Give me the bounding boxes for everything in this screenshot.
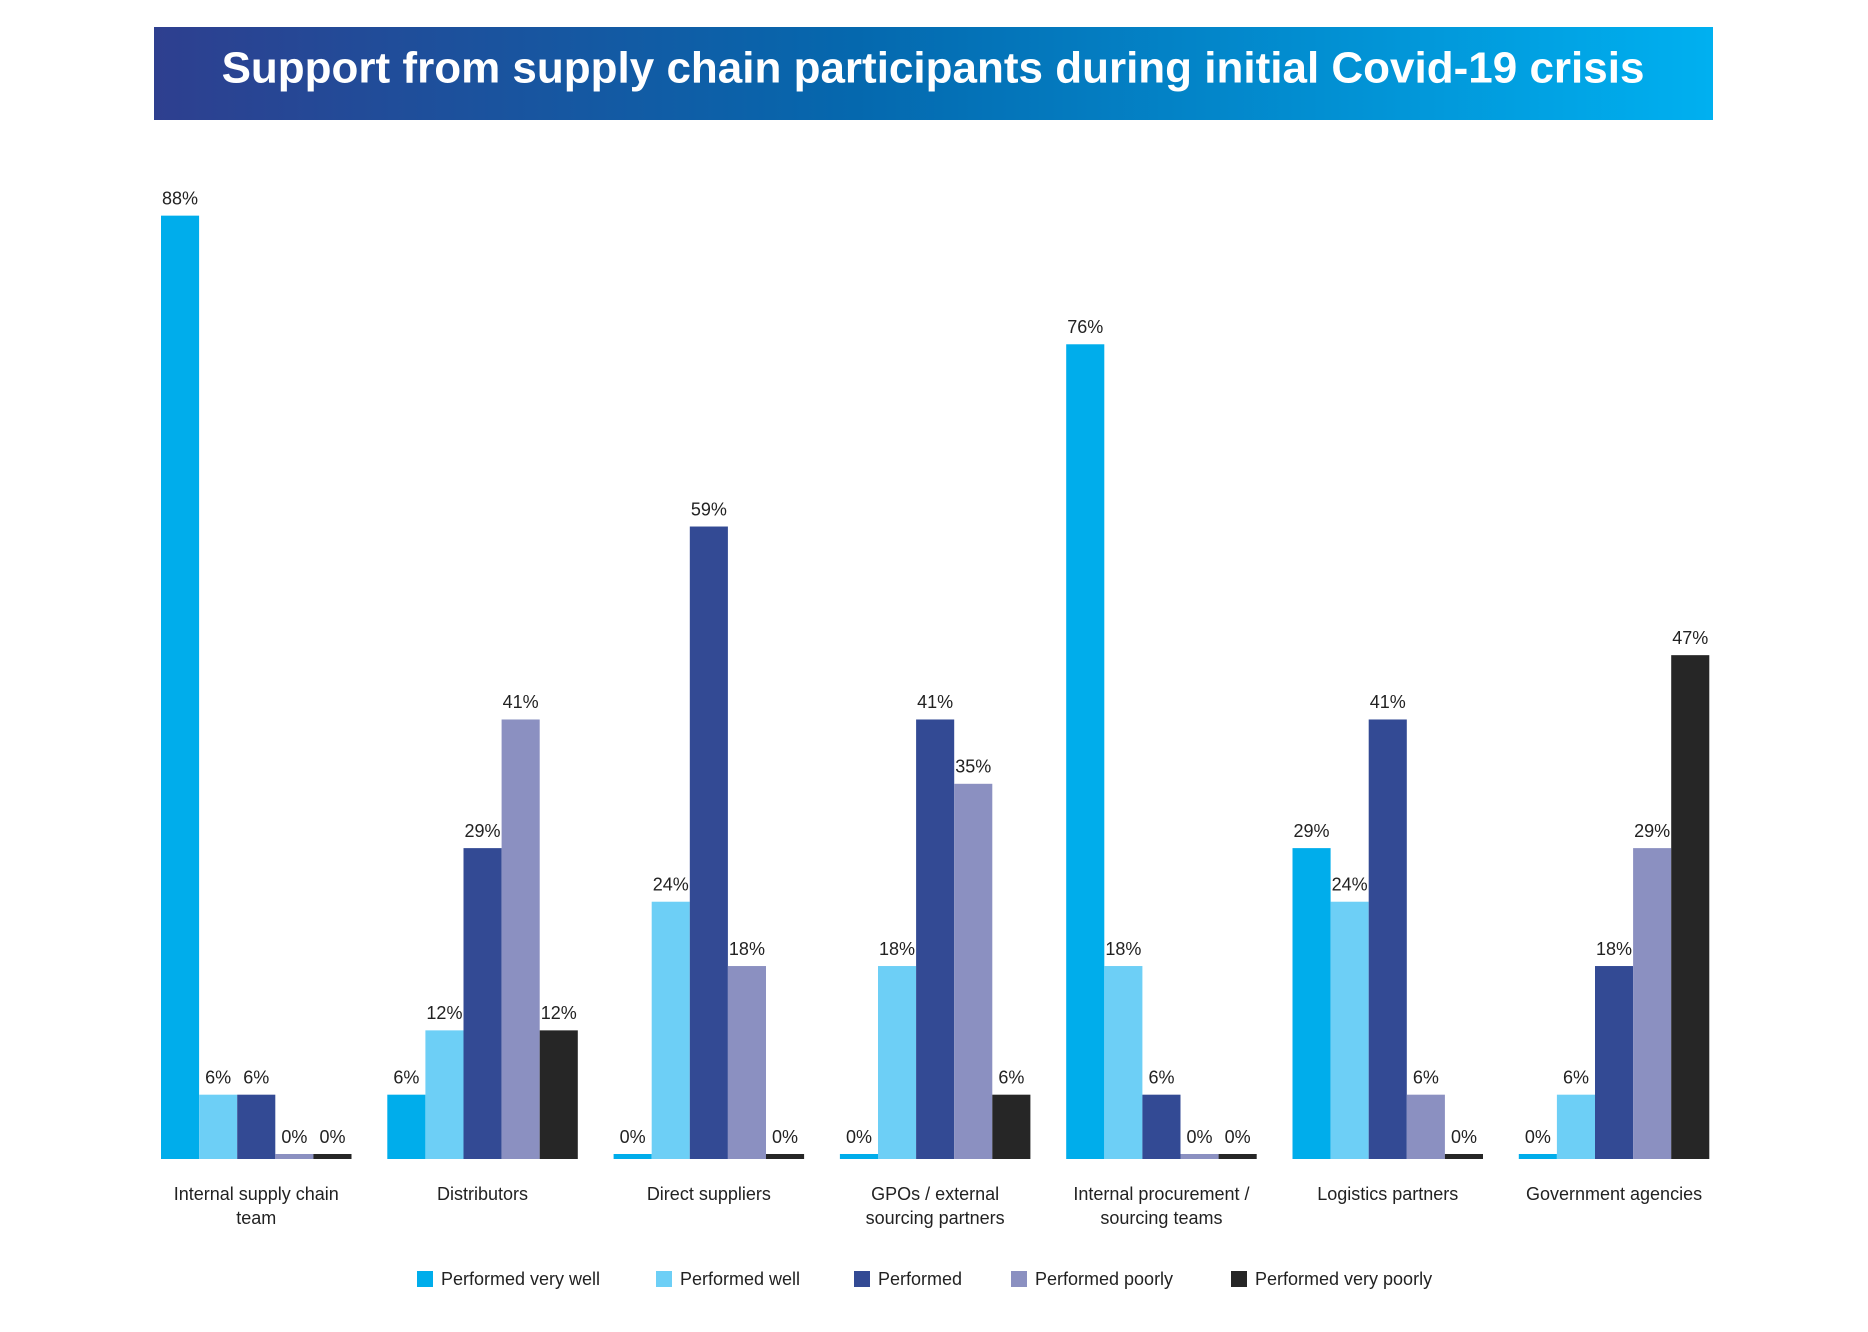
x-tick-label: Internal supply chain team bbox=[174, 1184, 339, 1228]
bar bbox=[1180, 1154, 1219, 1159]
x-tick-label-line: Internal supply chain bbox=[174, 1184, 339, 1204]
value-label: 0% bbox=[319, 1127, 345, 1147]
value-label: 18% bbox=[1596, 939, 1632, 959]
bar bbox=[387, 1094, 426, 1159]
legend-label: Performed very poorly bbox=[1255, 1269, 1432, 1289]
title-banner bbox=[154, 27, 1713, 120]
value-label: 0% bbox=[281, 1127, 307, 1147]
legend-swatch bbox=[656, 1271, 672, 1287]
legend-label: Performed very well bbox=[441, 1269, 600, 1289]
bar bbox=[1218, 1154, 1257, 1159]
legend-swatch bbox=[854, 1271, 870, 1287]
value-label: 0% bbox=[772, 1127, 798, 1147]
value-label: 76% bbox=[1067, 317, 1103, 337]
bar bbox=[689, 526, 728, 1159]
value-label: 24% bbox=[1332, 874, 1368, 894]
x-tick-label: Internal procurement / sourcing teams bbox=[1073, 1184, 1249, 1228]
value-label: 12% bbox=[426, 1003, 462, 1023]
bar bbox=[839, 1154, 878, 1159]
x-tick-label-line: sourcing partners bbox=[866, 1208, 1005, 1228]
value-label: 18% bbox=[729, 939, 765, 959]
x-tick-label: Direct suppliers bbox=[647, 1184, 771, 1204]
x-tick-label-line: team bbox=[236, 1208, 276, 1228]
value-label: 0% bbox=[1187, 1127, 1213, 1147]
value-label: 35% bbox=[955, 757, 991, 777]
bar bbox=[161, 215, 200, 1159]
value-label: 41% bbox=[917, 692, 953, 712]
value-label: 24% bbox=[653, 874, 689, 894]
value-label: 88% bbox=[162, 188, 198, 208]
bar bbox=[1066, 344, 1105, 1159]
value-label: 12% bbox=[541, 1003, 577, 1023]
bar bbox=[1633, 848, 1672, 1159]
legend-label: Performed well bbox=[680, 1269, 800, 1289]
x-tick-label: Logistics partners bbox=[1317, 1184, 1458, 1204]
legend-label: Performed poorly bbox=[1035, 1269, 1173, 1289]
x-tick-label-line: sourcing teams bbox=[1100, 1208, 1222, 1228]
value-label: 18% bbox=[1105, 939, 1141, 959]
bar bbox=[766, 1154, 805, 1159]
value-label: 6% bbox=[243, 1067, 269, 1087]
bar bbox=[1292, 848, 1331, 1159]
bar bbox=[992, 1094, 1031, 1159]
bar bbox=[199, 1094, 238, 1159]
value-label: 0% bbox=[1451, 1127, 1477, 1147]
x-tick-label: Distributors bbox=[437, 1184, 528, 1204]
bar bbox=[878, 966, 917, 1159]
x-tick-label: GPOs / external sourcing partners bbox=[866, 1184, 1005, 1228]
bar bbox=[1518, 1154, 1557, 1159]
value-label: 6% bbox=[1563, 1067, 1589, 1087]
bar bbox=[1444, 1154, 1483, 1159]
bar bbox=[916, 719, 955, 1159]
bar bbox=[1368, 719, 1407, 1159]
bar bbox=[727, 966, 766, 1159]
bar bbox=[425, 1030, 464, 1159]
bar bbox=[539, 1030, 578, 1159]
value-label: 6% bbox=[393, 1067, 419, 1087]
bar bbox=[501, 719, 540, 1159]
value-label: 0% bbox=[620, 1127, 646, 1147]
value-label: 0% bbox=[846, 1127, 872, 1147]
value-label: 47% bbox=[1672, 628, 1708, 648]
legend-label: Performed bbox=[878, 1269, 962, 1289]
value-label: 41% bbox=[503, 692, 539, 712]
bar bbox=[613, 1154, 652, 1159]
value-label: 29% bbox=[1294, 821, 1330, 841]
value-label: 29% bbox=[1634, 821, 1670, 841]
bar bbox=[463, 848, 502, 1159]
value-label: 6% bbox=[1148, 1067, 1174, 1087]
bar bbox=[313, 1154, 352, 1159]
x-tick-label-line: Internal procurement / bbox=[1073, 1184, 1249, 1204]
value-label: 0% bbox=[1525, 1127, 1551, 1147]
bar bbox=[1104, 966, 1143, 1159]
legend-swatch bbox=[1011, 1271, 1027, 1287]
bar bbox=[1556, 1094, 1595, 1159]
value-label: 29% bbox=[465, 821, 501, 841]
bar bbox=[651, 901, 690, 1159]
bar bbox=[1671, 655, 1710, 1159]
value-label: 6% bbox=[1413, 1067, 1439, 1087]
value-label: 6% bbox=[205, 1067, 231, 1087]
value-label: 59% bbox=[691, 499, 727, 519]
value-label: 0% bbox=[1225, 1127, 1251, 1147]
value-label: 6% bbox=[998, 1067, 1024, 1087]
x-tick-label: Government agencies bbox=[1526, 1184, 1702, 1204]
legend-swatch bbox=[417, 1271, 433, 1287]
bar bbox=[275, 1154, 314, 1159]
legend-swatch bbox=[1231, 1271, 1247, 1287]
bar bbox=[237, 1094, 276, 1159]
x-tick-label-line: GPOs / external bbox=[871, 1184, 999, 1204]
value-label: 41% bbox=[1370, 692, 1406, 712]
bar bbox=[1595, 966, 1634, 1159]
value-label: 18% bbox=[879, 939, 915, 959]
chart-title: Support from supply chain participants d… bbox=[222, 44, 1645, 93]
bar bbox=[954, 783, 993, 1159]
bar bbox=[1406, 1094, 1445, 1159]
bar bbox=[1330, 901, 1369, 1159]
bar bbox=[1142, 1094, 1181, 1159]
